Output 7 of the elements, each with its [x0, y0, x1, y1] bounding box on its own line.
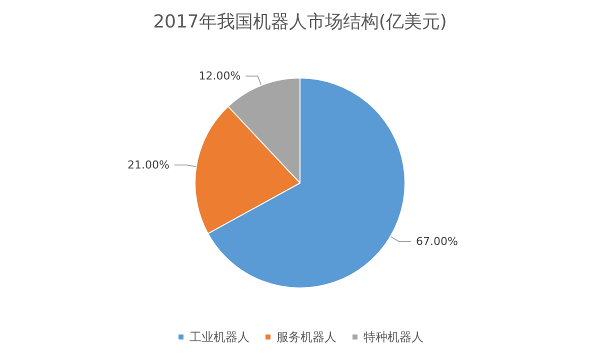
legend-label: 特种机器人 — [364, 330, 424, 344]
chart-title: 2017年我国机器人市场结构(亿美元) — [153, 12, 447, 32]
data-label: 67.00% — [416, 235, 458, 248]
legend-label: 服务机器人 — [276, 330, 336, 344]
data-label: 21.00% — [127, 158, 170, 172]
data-label: 12.00% — [198, 70, 241, 83]
legend-label: 工业机器人 — [190, 330, 250, 344]
